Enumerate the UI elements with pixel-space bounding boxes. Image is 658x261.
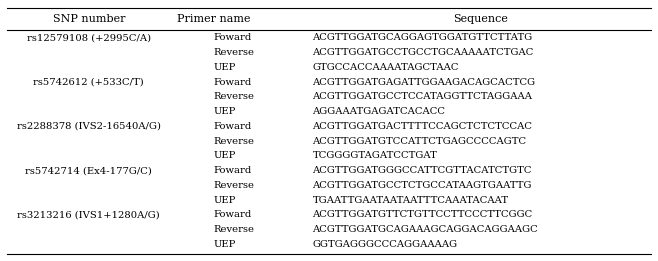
Text: rs2288378 (IVS2-16540A/G): rs2288378 (IVS2-16540A/G) — [17, 122, 161, 131]
Text: UEP: UEP — [214, 195, 236, 205]
Text: ACGTTGGATGCAGAAAGCAGGACAGGAAGC: ACGTTGGATGCAGAAAGCAGGACAGGAAGC — [313, 225, 538, 234]
Text: ACGTTGGATGTCCATTCTGAGCCCCAGTC: ACGTTGGATGTCCATTCTGAGCCCCAGTC — [313, 137, 526, 146]
Text: UEP: UEP — [214, 107, 236, 116]
Text: TGAATTGAATAATAATTTCAAATACAAT: TGAATTGAATAATAATTTCAAATACAAT — [313, 195, 509, 205]
Text: ACGTTGGATGACTTTTCCAGCTCTCTCCAC: ACGTTGGATGACTTTTCCAGCTCTCTCCAC — [313, 122, 532, 131]
Text: Reverse: Reverse — [214, 48, 255, 57]
Text: TCGGGGTAGATCCTGAT: TCGGGGTAGATCCTGAT — [313, 151, 438, 160]
Text: Foward: Foward — [214, 122, 252, 131]
Text: Sequence: Sequence — [453, 14, 508, 24]
Text: ACGTTGGATGCCTCCATAGGTTCTAGGAAA: ACGTTGGATGCCTCCATAGGTTCTAGGAAA — [313, 92, 532, 101]
Text: Foward: Foward — [214, 166, 252, 175]
Text: GTGCCACCAAAATAGCTAAC: GTGCCACCAAAATAGCTAAC — [313, 63, 459, 72]
Text: Primer name: Primer name — [177, 14, 251, 24]
Text: SNP number: SNP number — [53, 14, 125, 24]
Text: Foward: Foward — [214, 78, 252, 87]
Text: Reverse: Reverse — [214, 225, 255, 234]
Text: Foward: Foward — [214, 210, 252, 219]
Text: Reverse: Reverse — [214, 181, 255, 190]
Text: ACGTTGGATGCCTCTGCCATAAGTGAATTG: ACGTTGGATGCCTCTGCCATAAGTGAATTG — [313, 181, 532, 190]
Text: ACGTTGGATGCAGGAGTGGATGTTCTTATG: ACGTTGGATGCAGGAGTGGATGTTCTTATG — [313, 33, 533, 42]
Text: Reverse: Reverse — [214, 137, 255, 146]
Text: rs5742612 (+533C/T): rs5742612 (+533C/T) — [34, 78, 144, 87]
Text: ACGTTGGATGTTCTGTTCCTTCCCTTCGGC: ACGTTGGATGTTCTGTTCCTTCCCTTCGGC — [313, 210, 533, 219]
Text: ACGTTGGATGCCTGCCTGCAAAAATCTGAC: ACGTTGGATGCCTGCCTGCAAAAATCTGAC — [313, 48, 534, 57]
Text: UEP: UEP — [214, 240, 236, 249]
Text: rs3213216 (IVS1+1280A/G): rs3213216 (IVS1+1280A/G) — [18, 210, 160, 219]
Text: GGTGAGGGCCCAGGAAAAG: GGTGAGGGCCCAGGAAAAG — [313, 240, 458, 249]
Text: UEP: UEP — [214, 63, 236, 72]
Text: rs5742714 (Ex4-177G/C): rs5742714 (Ex4-177G/C) — [26, 166, 152, 175]
Text: AGGAAATGAGATCACACC: AGGAAATGAGATCACACC — [313, 107, 445, 116]
Text: ACGTTGGATGAGATTGGAAGACAGCACTCG: ACGTTGGATGAGATTGGAAGACAGCACTCG — [313, 78, 536, 87]
Text: rs12579108 (+2995C/A): rs12579108 (+2995C/A) — [27, 33, 151, 42]
Text: Reverse: Reverse — [214, 92, 255, 101]
Text: ACGTTGGATGGGCCATTCGTTACATCTGTC: ACGTTGGATGGGCCATTCGTTACATCTGTC — [313, 166, 532, 175]
Text: Foward: Foward — [214, 33, 252, 42]
Text: UEP: UEP — [214, 151, 236, 160]
